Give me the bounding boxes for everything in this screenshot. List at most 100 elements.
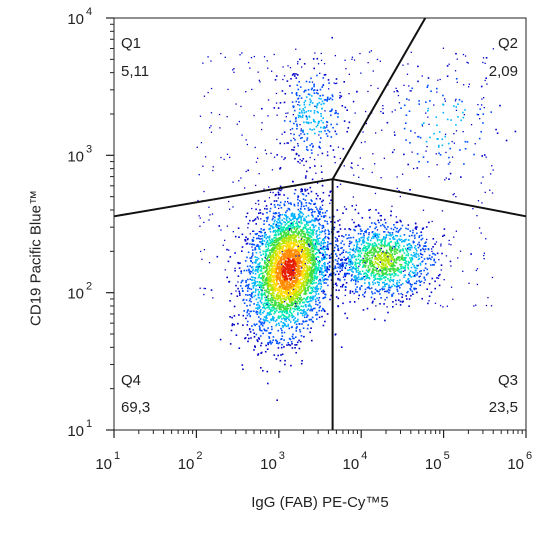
- event-dot: [302, 193, 305, 196]
- event-dot: [253, 243, 256, 246]
- event-dot: [288, 208, 291, 211]
- event-dot: [263, 220, 265, 222]
- event-dot: [305, 202, 308, 204]
- event-dot: [341, 252, 343, 255]
- event-dot: [397, 299, 400, 301]
- event-dot: [289, 294, 292, 297]
- event-dot: [285, 284, 288, 286]
- event-dot: [268, 332, 270, 334]
- event-dot: [295, 235, 297, 237]
- event-dot: [388, 232, 391, 234]
- event-dot: [257, 237, 260, 239]
- event-dot: [337, 220, 339, 222]
- event-dot: [288, 273, 291, 275]
- event-dot: [355, 268, 357, 271]
- event-dot: [371, 270, 374, 273]
- event-dot: [254, 248, 256, 251]
- event-dot: [259, 269, 262, 272]
- event-dot: [343, 256, 345, 259]
- event-dot: [248, 269, 250, 272]
- event-dot: [314, 202, 316, 205]
- event-dot: [284, 272, 286, 275]
- event-dot: [293, 294, 295, 296]
- event-dot: [390, 254, 392, 257]
- event-dot: [287, 230, 289, 233]
- event-dot: [419, 281, 421, 283]
- event-dot: [279, 299, 282, 301]
- event-dot: [269, 251, 271, 254]
- event-dot: [300, 250, 302, 252]
- event-dot: [337, 247, 340, 250]
- event-dot: [319, 206, 322, 208]
- event-dot: [299, 258, 301, 260]
- event-dot: [388, 234, 390, 236]
- event-dot: [335, 296, 338, 298]
- event-dot: [307, 289, 309, 292]
- event-dot: [272, 257, 275, 259]
- event-dot: [349, 260, 351, 263]
- event-dot: [287, 303, 290, 306]
- event-dot: [270, 279, 272, 281]
- event-dot: [313, 276, 316, 278]
- event-dot: [388, 244, 390, 247]
- event-dot: [296, 284, 298, 286]
- event-dot: [331, 95, 334, 98]
- event-dot: [372, 245, 375, 248]
- event-dot: [279, 274, 282, 277]
- event-dot: [298, 307, 300, 309]
- event-dot: [249, 331, 252, 333]
- event-dot: [382, 281, 384, 284]
- event-dot: [268, 236, 271, 239]
- event-dot: [321, 208, 323, 210]
- event-dot: [292, 249, 294, 252]
- event-dot: [255, 268, 257, 271]
- event-dot: [313, 110, 316, 112]
- event-dot: [270, 262, 273, 264]
- event-dot: [287, 325, 289, 327]
- event-dot: [381, 275, 383, 277]
- event-dot: [277, 271, 280, 274]
- event-dot: [323, 216, 325, 218]
- event-dot: [321, 230, 324, 232]
- event-dot: [289, 223, 292, 226]
- event-dot: [396, 284, 399, 287]
- event-dot: [362, 266, 364, 268]
- event-dot: [313, 263, 316, 265]
- event-dot: [399, 228, 401, 231]
- event-dot: [369, 226, 371, 228]
- event-dot: [275, 254, 277, 256]
- event-dot: [333, 267, 335, 270]
- event-dot: [388, 286, 391, 289]
- event-dot: [279, 220, 281, 222]
- event-dot: [313, 286, 315, 289]
- event-dot: [280, 281, 282, 284]
- event-dot: [298, 246, 300, 249]
- event-dot: [279, 237, 282, 239]
- event-dot: [282, 247, 284, 250]
- event-dot: [285, 255, 287, 258]
- event-dot: [278, 189, 281, 191]
- event-dot: [309, 228, 312, 231]
- event-dot: [341, 246, 343, 249]
- event-dot: [326, 100, 328, 102]
- event-dot: [330, 123, 332, 126]
- event-dot: [321, 265, 324, 267]
- event-dot: [281, 223, 283, 225]
- event-dot: [408, 298, 411, 300]
- event-dot: [284, 271, 287, 274]
- event-dot: [272, 319, 275, 322]
- event-dot: [278, 238, 280, 240]
- event-dot: [269, 258, 272, 260]
- event-dot: [243, 302, 246, 304]
- event-dot: [412, 275, 415, 278]
- event-dot: [281, 314, 283, 316]
- event-dot: [293, 302, 296, 305]
- event-dot: [407, 224, 410, 226]
- event-dot: [395, 259, 397, 262]
- event-dot: [365, 262, 367, 265]
- event-dot: [296, 223, 299, 225]
- event-dot: [289, 277, 291, 280]
- event-dot: [283, 277, 286, 280]
- event-dot: [311, 129, 313, 131]
- event-dot: [257, 269, 259, 272]
